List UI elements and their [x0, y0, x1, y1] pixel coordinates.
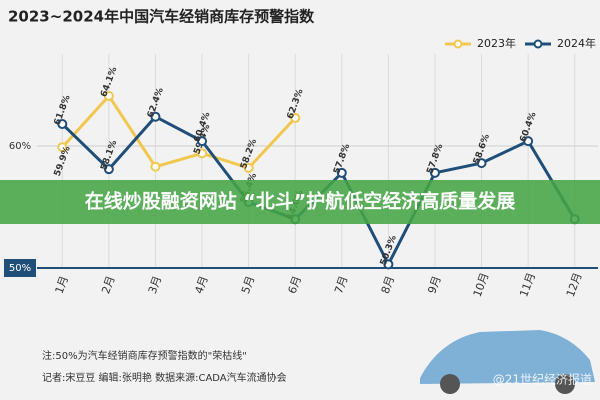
- x-tick-label: 4月: [192, 274, 210, 295]
- series-point: [197, 136, 208, 147]
- y-tick-box: [4, 259, 36, 277]
- series-point: [57, 142, 68, 153]
- x-tick-label: 6月: [286, 274, 304, 295]
- y-tick-label: 60%: [9, 141, 31, 152]
- x-tick-label: 3月: [146, 274, 164, 295]
- x-tick-label: 9月: [425, 274, 443, 295]
- car-illustration: [420, 330, 595, 394]
- watermark: @21世纪经济报道: [493, 372, 592, 387]
- x-tick-label: 5月: [239, 274, 257, 295]
- legend-swatch: [453, 39, 463, 49]
- series-point: [336, 167, 347, 178]
- series-point: [197, 148, 208, 159]
- chart-title: 2023~2024年中国汽车经销商库存预警指数: [8, 8, 315, 26]
- series-point: [290, 112, 301, 123]
- series-point: [103, 164, 114, 175]
- x-tick-label: 2月: [99, 274, 117, 295]
- series-line: [61, 93, 297, 170]
- legend-label: 2024年: [557, 36, 596, 50]
- series-point: [383, 259, 394, 270]
- series-point: [103, 90, 114, 101]
- x-tick-label: 7月: [332, 274, 350, 295]
- series-point: [429, 167, 440, 178]
- legend-label: 2023年: [477, 36, 516, 50]
- series-point: [150, 111, 161, 122]
- legend-swatch: [533, 39, 543, 49]
- note: 注:50%为汽车经销商库存预警指数的"荣枯线": [42, 349, 247, 362]
- banner-text: 在线炒股融资网站 “北斗”护航低空经济高质量发展: [85, 190, 516, 213]
- series-point: [150, 161, 161, 172]
- x-tick-label: 1月: [53, 274, 71, 295]
- series-point: [243, 162, 254, 173]
- x-tick-label: 8月: [379, 274, 397, 295]
- series-point: [523, 136, 534, 147]
- y-tick-label: 50%: [9, 263, 31, 274]
- series-point: [476, 158, 487, 169]
- credit: 记者:宋豆豆 编辑:张明艳 数据来源:CADA汽车流通协会: [42, 371, 287, 384]
- banner: [0, 180, 600, 224]
- series-point: [57, 119, 68, 130]
